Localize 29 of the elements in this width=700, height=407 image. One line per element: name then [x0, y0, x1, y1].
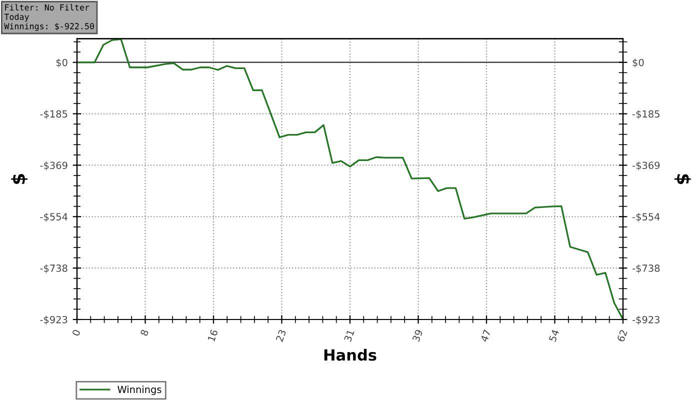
- y2-tick-label: $0: [632, 58, 644, 68]
- y2-tick-label: -$923: [632, 316, 660, 325]
- y2-tick-label: -$185: [632, 110, 660, 119]
- y-tick-label: -$738: [40, 264, 68, 274]
- x-tick-label: 16: [207, 329, 218, 342]
- y-tick-label: $0: [56, 58, 68, 68]
- text: Winnings: $-922.50: [4, 22, 94, 32]
- y2-tick-label: -$554: [632, 212, 660, 222]
- text: Filter: No Filter: [5, 4, 90, 11]
- text: Today: [4, 14, 29, 22]
- x-tick-label: 47: [480, 329, 491, 342]
- y-tick-label: -$554: [40, 212, 68, 222]
- x-tick-label: 0: [72, 329, 80, 336]
- x-tick-label: 8: [140, 329, 149, 336]
- y2-axis-title: $: [674, 174, 691, 184]
- y2-tick-label: -$369: [632, 162, 660, 170]
- y-axis-title: $: [11, 174, 28, 184]
- x-tick-label: 23: [276, 329, 286, 342]
- line-series: [77, 38, 623, 320]
- y-tick-label: -$369: [40, 162, 68, 170]
- x-tick-label: 39: [412, 329, 423, 342]
- y-tick-label: -$185: [40, 110, 68, 119]
- x-tick-label: 54: [548, 329, 560, 342]
- x-tick-label: 31: [344, 329, 354, 342]
- x-tick-label: 62: [616, 329, 628, 342]
- y2-tick-label: -$738: [632, 264, 660, 274]
- legend-label: Winnings: [118, 386, 162, 395]
- x-axis-title: Hands: [324, 348, 376, 361]
- y-tick-label: -$923: [40, 316, 68, 325]
